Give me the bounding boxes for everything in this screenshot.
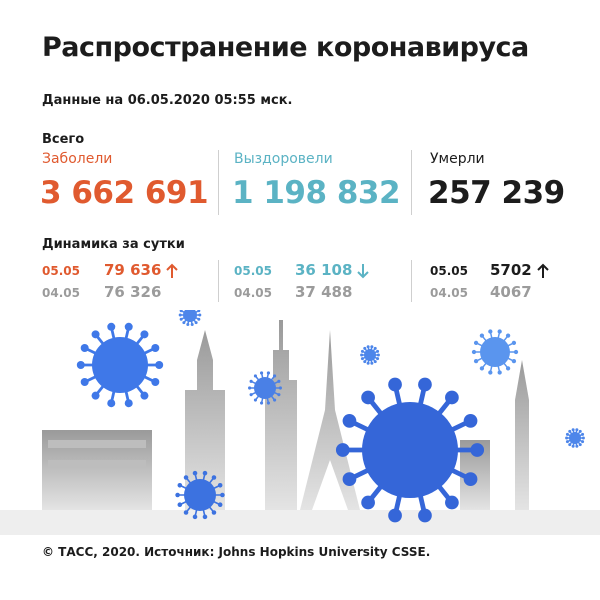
divider (218, 260, 219, 302)
virus (178, 310, 202, 327)
column-label: Умерли (430, 151, 485, 167)
footer: © ТАСС, 2020. Источник: Johns Hopkins Un… (42, 545, 431, 559)
dynamics-label: Динамика за сутки (42, 237, 185, 252)
total-label: Всего (42, 132, 85, 147)
skyline (0, 320, 600, 535)
latest-date: 05.05 (430, 264, 468, 278)
divider (411, 150, 412, 215)
virus (335, 377, 485, 523)
previous-date: 04.05 (430, 286, 468, 300)
previous-value: 76 326 (104, 283, 162, 301)
divider (218, 150, 219, 215)
virus (360, 345, 380, 365)
divider (411, 260, 412, 302)
arrow-up (537, 263, 549, 278)
virus (248, 371, 282, 405)
virus (471, 329, 519, 375)
latest-date: 05.05 (42, 264, 80, 278)
previous-date: 04.05 (234, 286, 272, 300)
title: Распространение коронавируса (42, 32, 529, 63)
virus (76, 322, 164, 408)
latest-value: 79 636 (104, 261, 162, 279)
latest-value: 5702 (490, 261, 532, 279)
virus (565, 428, 585, 448)
column-label: Заболели (42, 151, 113, 167)
column-total: 1 198 832 (232, 175, 401, 211)
column-total: 257 239 (428, 175, 565, 211)
latest-value: 36 108 (295, 261, 353, 279)
subtitle: Данные на 06.05.2020 05:55 мск. (42, 93, 293, 108)
previous-value: 37 488 (295, 283, 353, 301)
column-label: Выздоровели (234, 151, 333, 167)
previous-date: 04.05 (42, 286, 80, 300)
virus (175, 470, 225, 520)
illustration (0, 310, 600, 535)
column-total: 3 662 691 (40, 175, 209, 211)
virus-decor (76, 310, 585, 523)
latest-date: 05.05 (234, 264, 272, 278)
previous-value: 4067 (490, 283, 532, 301)
arrow-up (166, 263, 178, 278)
arrow-down (357, 264, 369, 279)
